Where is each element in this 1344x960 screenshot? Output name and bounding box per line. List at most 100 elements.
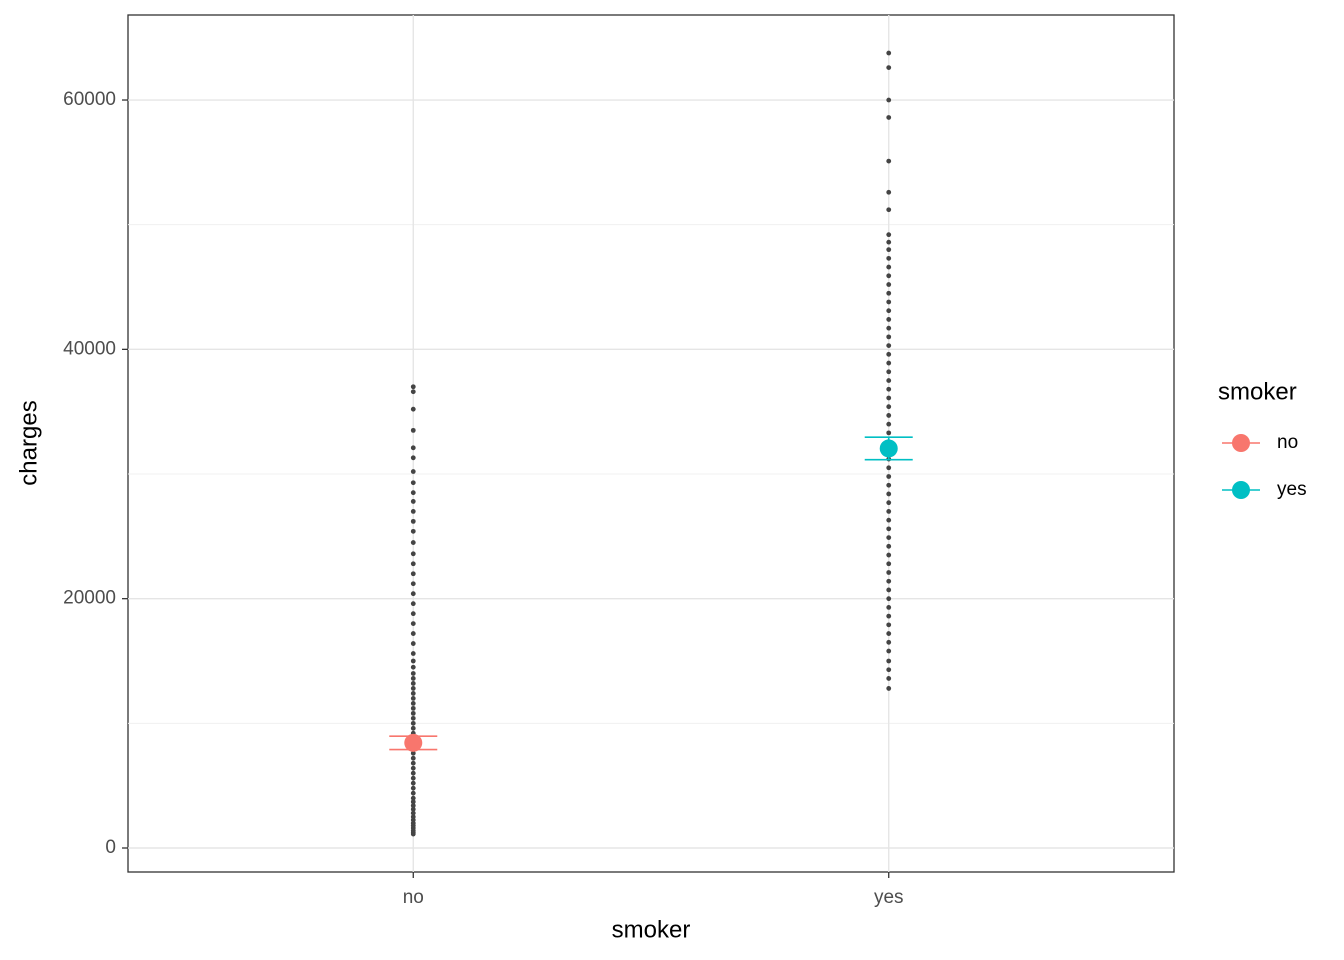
point [886, 667, 892, 673]
point [886, 290, 892, 296]
point [886, 526, 892, 532]
point [886, 50, 892, 56]
point [410, 755, 416, 761]
point [886, 308, 892, 314]
point [886, 482, 892, 488]
point [410, 631, 416, 636]
x-tick-label: yes [874, 887, 904, 908]
point [886, 596, 892, 602]
point [886, 578, 892, 584]
point [410, 601, 416, 607]
point [410, 750, 416, 756]
point [886, 413, 892, 418]
point [410, 664, 416, 670]
point [886, 631, 892, 636]
point [886, 395, 892, 401]
point [886, 517, 892, 523]
y-tick-label: 20000 [63, 588, 116, 609]
legend-dot [1232, 434, 1250, 452]
point [410, 799, 416, 805]
point [410, 480, 416, 486]
point [410, 389, 416, 395]
legend-label: yes [1277, 479, 1307, 500]
point [886, 686, 892, 691]
point [410, 528, 416, 534]
point [886, 282, 892, 287]
point [886, 207, 892, 213]
point [886, 386, 892, 392]
point [410, 384, 416, 390]
point [886, 334, 892, 340]
point [410, 427, 416, 433]
point [410, 676, 416, 681]
point [410, 696, 416, 701]
point [410, 571, 416, 577]
point [410, 681, 416, 686]
point [886, 264, 892, 270]
point [410, 499, 416, 504]
point [886, 465, 892, 471]
point [886, 430, 892, 436]
point [410, 705, 416, 711]
point [410, 814, 416, 820]
point [410, 715, 416, 721]
point [886, 605, 892, 610]
point [410, 671, 416, 676]
point [886, 343, 892, 349]
point [410, 720, 416, 726]
point [886, 65, 892, 71]
point [410, 641, 416, 646]
point [886, 658, 892, 664]
point [886, 500, 892, 506]
point [410, 775, 416, 781]
point [886, 491, 892, 497]
point [410, 806, 416, 812]
point [886, 509, 892, 514]
point [410, 490, 416, 496]
mean-point [879, 439, 898, 458]
point [410, 686, 416, 691]
point [410, 803, 416, 809]
point [886, 232, 892, 238]
point [410, 785, 416, 791]
point [886, 676, 892, 681]
point [886, 299, 892, 305]
point [886, 561, 892, 567]
point [410, 406, 416, 412]
y-tick-label: 60000 [63, 89, 116, 110]
point [410, 765, 416, 771]
point [410, 700, 416, 706]
point [886, 613, 892, 619]
point [410, 710, 416, 716]
point [886, 273, 892, 279]
point [410, 795, 416, 801]
point [886, 317, 892, 322]
point [886, 378, 892, 383]
point [410, 455, 416, 461]
point [886, 115, 892, 120]
point [886, 360, 892, 366]
point [410, 540, 416, 545]
point [886, 421, 892, 427]
point [410, 810, 416, 816]
point [410, 621, 416, 627]
legend-dot [1232, 481, 1250, 499]
point [886, 570, 892, 575]
point [886, 622, 892, 628]
y-tick-label: 40000 [63, 338, 116, 359]
plot-panel [127, 14, 1175, 873]
point [410, 561, 416, 567]
point [410, 760, 416, 766]
mean-point [404, 733, 423, 752]
point [886, 255, 892, 261]
point [410, 770, 416, 776]
legend-title: smoker [1218, 378, 1297, 405]
point [410, 518, 416, 524]
point [886, 97, 892, 103]
point [886, 543, 892, 549]
point [886, 189, 892, 195]
point [886, 158, 892, 164]
point [886, 325, 892, 331]
